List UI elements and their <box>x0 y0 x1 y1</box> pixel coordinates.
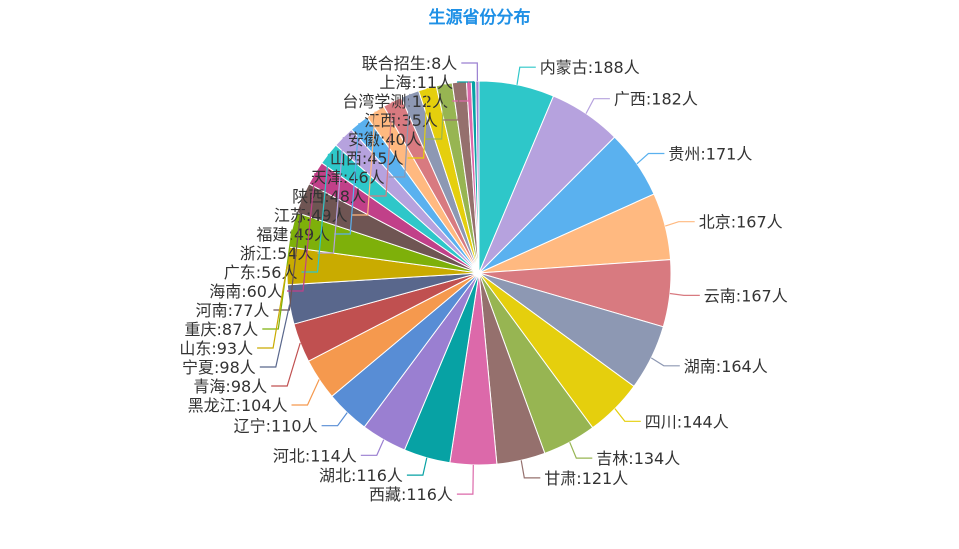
data-label-青海: 青海:98人 <box>193 377 267 396</box>
data-label-辽宁: 辽宁:110人 <box>234 417 318 436</box>
label-line-山东 <box>257 265 288 349</box>
data-label-广西: 广西:182人 <box>614 90 698 109</box>
label-line-贵州 <box>636 152 665 165</box>
data-label-内蒙古: 内蒙古:188人 <box>540 58 640 77</box>
label-line-重庆 <box>262 229 293 330</box>
label-line-浙江 <box>317 137 344 254</box>
data-label-山东: 山东:93人 <box>179 339 253 358</box>
label-line-宁夏 <box>259 304 291 368</box>
data-label-安徽: 安徽:40人 <box>348 130 422 149</box>
label-line-河南 <box>273 197 303 311</box>
data-label-联合招生: 联合招生:8人 <box>362 54 458 73</box>
label-line-广西 <box>585 98 610 114</box>
label-line-广东 <box>301 153 330 273</box>
data-label-宁夏: 宁夏:98人 <box>182 358 256 377</box>
data-label-湖南: 湖南:164人 <box>684 357 768 376</box>
data-label-浙江: 浙江:54人 <box>240 244 314 263</box>
data-label-黑龙江: 黑龙江:104人 <box>188 396 288 415</box>
data-label-西藏: 西藏:116人 <box>369 485 453 504</box>
label-line-湖北 <box>406 457 428 476</box>
pie-slices <box>286 80 672 466</box>
label-line-内蒙古 <box>516 66 536 85</box>
data-label-贵州: 贵州:171人 <box>668 145 752 164</box>
data-label-湖北: 湖北:116人 <box>319 466 403 485</box>
label-line-天津 <box>388 93 411 178</box>
label-line-四川 <box>614 408 641 422</box>
data-label-山西: 山西:45人 <box>330 149 404 168</box>
data-label-河南: 河南:77人 <box>196 301 270 320</box>
data-label-云南: 云南:167人 <box>704 286 788 305</box>
label-line-湖南 <box>650 357 680 367</box>
label-line-西藏 <box>456 464 474 495</box>
label-line-辽宁 <box>321 412 348 427</box>
data-label-福建: 福建:49人 <box>256 225 330 244</box>
label-line-福建 <box>334 123 360 235</box>
label-line-甘肃 <box>520 460 541 479</box>
label-line-上海 <box>457 80 475 83</box>
label-line-安徽 <box>425 84 445 140</box>
label-line-海南 <box>287 173 316 292</box>
data-label-河北: 河北:114人 <box>273 446 357 465</box>
data-label-台湾学测: 台湾学测:12人 <box>342 92 448 111</box>
label-line-联合招生 <box>461 62 478 82</box>
data-label-北京: 北京:167人 <box>699 213 783 232</box>
label-line-江西 <box>441 81 460 121</box>
data-label-天津: 天津:46人 <box>311 168 385 187</box>
label-line-青海 <box>271 342 301 387</box>
label-line-河北 <box>360 439 385 456</box>
label-line-黑龙江 <box>291 379 320 406</box>
label-line-吉林 <box>569 441 593 459</box>
data-label-四川: 四川:144人 <box>645 412 729 431</box>
data-label-海南: 海南:60人 <box>209 282 283 301</box>
label-line-山西 <box>407 88 428 159</box>
label-line-陕西 <box>370 101 393 197</box>
label-line-台湾学测 <box>452 81 470 102</box>
data-label-甘肃: 甘肃:121人 <box>544 469 628 488</box>
label-line-江苏 <box>351 111 376 216</box>
label-line-北京 <box>665 221 695 227</box>
data-label-上海: 上海:11人 <box>379 73 453 92</box>
data-label-重庆: 重庆:87人 <box>185 320 259 339</box>
label-line-云南 <box>669 292 700 296</box>
data-label-吉林: 吉林:134人 <box>596 449 680 468</box>
pie-labels: 内蒙古:188人广西:182人贵州:171人北京:167人云南:167人湖南:1… <box>179 54 787 504</box>
pie-slice-联合招生[interactable] <box>475 80 480 274</box>
data-label-广东: 广东:56人 <box>224 263 298 282</box>
data-label-江西: 江西:35人 <box>364 111 438 130</box>
chart-title: 生源省份分布 <box>428 8 531 28</box>
data-label-陕西: 陕西:48人 <box>292 187 366 206</box>
